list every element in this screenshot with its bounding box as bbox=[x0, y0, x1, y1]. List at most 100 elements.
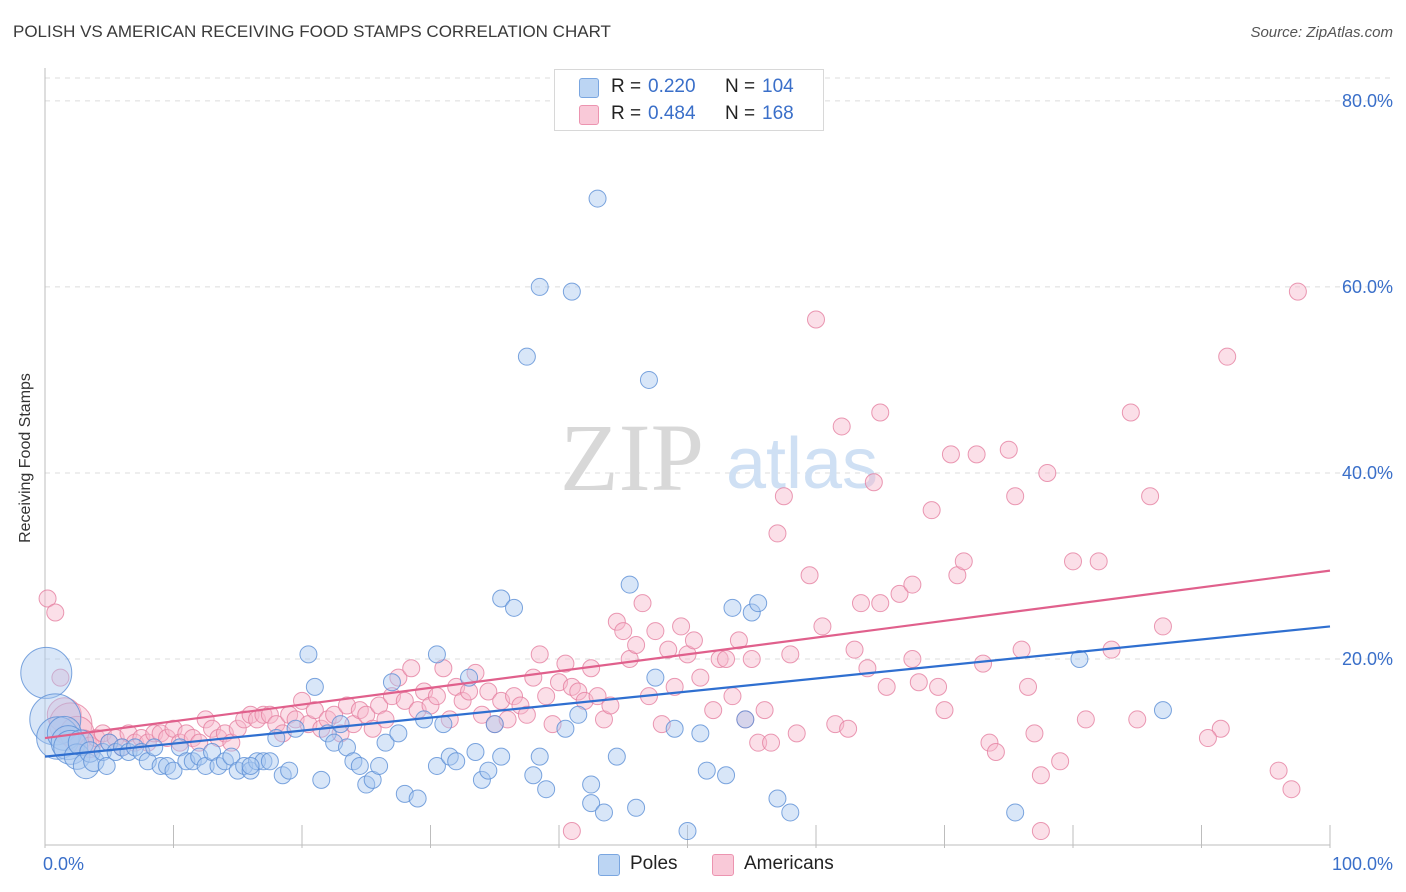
americans-point bbox=[665, 677, 684, 696]
poles-point bbox=[408, 789, 427, 808]
americans-point bbox=[1153, 617, 1172, 636]
poles-point bbox=[723, 598, 742, 617]
poles-point bbox=[691, 724, 710, 743]
americans-point bbox=[38, 589, 57, 608]
americans-point bbox=[935, 701, 954, 720]
americans-point bbox=[601, 696, 620, 715]
poles-point bbox=[241, 761, 260, 780]
poles-point bbox=[215, 752, 234, 771]
poles-point bbox=[627, 798, 646, 817]
americans-point bbox=[787, 724, 806, 743]
poles-point bbox=[350, 756, 369, 775]
americans-point bbox=[871, 403, 890, 422]
poles-point bbox=[594, 803, 613, 822]
americans-point bbox=[633, 594, 652, 613]
americans-point bbox=[909, 673, 928, 692]
r-label: R = bbox=[611, 76, 642, 97]
poles-point bbox=[370, 756, 389, 775]
americans-point bbox=[260, 705, 279, 724]
poles-point bbox=[427, 756, 446, 775]
poles-point bbox=[749, 594, 768, 613]
americans-point bbox=[402, 659, 421, 678]
poles-point bbox=[248, 752, 267, 771]
poles-point bbox=[472, 770, 491, 789]
americans-point bbox=[1089, 552, 1108, 571]
y-tick-label: 60.0% bbox=[1342, 277, 1393, 297]
chart-title: POLISH VS AMERICAN RECEIVING FOOD STAMPS… bbox=[13, 22, 611, 41]
poles-point bbox=[97, 756, 116, 775]
americans-point bbox=[1031, 822, 1050, 841]
poles-point bbox=[582, 775, 601, 794]
americans-point bbox=[762, 733, 781, 752]
r-label: R = bbox=[611, 103, 642, 124]
americans-point bbox=[986, 742, 1005, 761]
americans-trend-line bbox=[44, 569, 1331, 740]
americans-point bbox=[974, 654, 993, 673]
poles-point bbox=[639, 370, 658, 389]
axes bbox=[44, 68, 1331, 848]
poles-point bbox=[164, 761, 183, 780]
americans-point bbox=[755, 701, 774, 720]
americans-point bbox=[427, 687, 446, 706]
poles-point bbox=[517, 347, 536, 366]
americans-point bbox=[505, 687, 524, 706]
poles-point bbox=[620, 575, 639, 594]
poles-point bbox=[376, 733, 395, 752]
watermark: ZIP atlas bbox=[560, 404, 878, 511]
americans-point bbox=[877, 677, 896, 696]
x-tick-label-min: 0.0% bbox=[43, 854, 84, 874]
americans-point bbox=[768, 524, 787, 543]
americans-point bbox=[472, 705, 491, 724]
americans-point bbox=[672, 617, 691, 636]
americans-point bbox=[376, 710, 395, 729]
americans-point bbox=[627, 636, 646, 655]
y-tick-label: 20.0% bbox=[1342, 649, 1393, 669]
poles-point bbox=[736, 710, 755, 729]
poles-point bbox=[492, 747, 511, 766]
americans-point bbox=[530, 645, 549, 664]
americans-point bbox=[479, 682, 498, 701]
n-label: N = bbox=[725, 76, 756, 97]
trend-lines bbox=[44, 569, 1331, 758]
poles-point bbox=[280, 761, 299, 780]
poles-point bbox=[299, 645, 318, 664]
poles-point bbox=[344, 752, 363, 771]
poles-point bbox=[260, 752, 279, 771]
americans-point bbox=[614, 622, 633, 641]
americans-point bbox=[235, 710, 254, 729]
stats-legend: R = 0.220 N = 104 R = 0.484 N = 168 bbox=[554, 69, 824, 131]
poles-point bbox=[434, 715, 453, 734]
americans-point bbox=[1198, 729, 1217, 748]
data-points bbox=[20, 189, 1307, 841]
americans-legend-swatch bbox=[712, 854, 734, 876]
poles-point bbox=[717, 766, 736, 785]
americans-point bbox=[903, 649, 922, 668]
tick-labels: 20.0% 40.0% 60.0% 80.0% 0.0% 100.0% bbox=[43, 91, 1393, 874]
americans-point bbox=[742, 649, 761, 668]
poles-point bbox=[569, 705, 588, 724]
poles-point bbox=[209, 756, 228, 775]
americans-swatch bbox=[579, 105, 599, 125]
americans-point bbox=[723, 687, 742, 706]
americans-point bbox=[999, 440, 1018, 459]
americans-point bbox=[704, 701, 723, 720]
poles-point bbox=[389, 724, 408, 743]
americans-point bbox=[684, 631, 703, 650]
poles-point bbox=[556, 719, 575, 738]
americans-point bbox=[537, 687, 556, 706]
poles-point bbox=[466, 742, 485, 761]
poles-point bbox=[485, 715, 504, 734]
americans-point bbox=[729, 631, 748, 650]
americans-point bbox=[389, 668, 408, 687]
americans-point bbox=[453, 691, 472, 710]
poles-point bbox=[286, 719, 305, 738]
americans-point bbox=[832, 417, 851, 436]
americans-point bbox=[1121, 403, 1140, 422]
americans-point bbox=[691, 668, 710, 687]
poles-point bbox=[273, 766, 292, 785]
americans-point bbox=[1051, 752, 1070, 771]
americans-point bbox=[839, 719, 858, 738]
poles-point bbox=[36, 716, 80, 760]
poles-swatch bbox=[579, 78, 599, 98]
